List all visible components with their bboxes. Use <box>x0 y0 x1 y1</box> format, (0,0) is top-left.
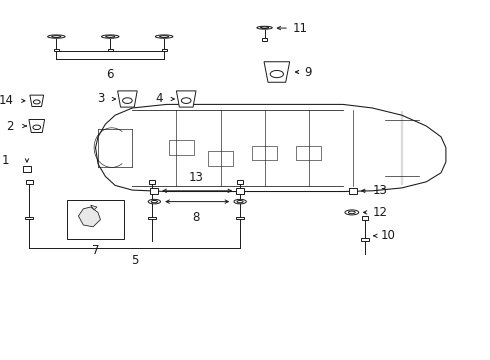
Polygon shape <box>91 205 97 210</box>
Polygon shape <box>176 91 196 107</box>
Bar <box>149 180 155 184</box>
Ellipse shape <box>348 211 355 213</box>
Bar <box>237 180 243 184</box>
Bar <box>68 200 123 239</box>
Ellipse shape <box>101 35 119 38</box>
Bar <box>362 216 368 220</box>
Bar <box>169 140 194 155</box>
Ellipse shape <box>155 35 173 38</box>
Bar <box>361 238 369 241</box>
Bar <box>236 188 244 194</box>
Polygon shape <box>264 62 290 82</box>
Bar <box>263 39 267 41</box>
Text: 3: 3 <box>97 93 104 105</box>
Text: 10: 10 <box>381 229 395 242</box>
Ellipse shape <box>33 100 40 104</box>
Bar <box>236 217 244 219</box>
Ellipse shape <box>237 201 243 203</box>
Text: 4: 4 <box>156 93 163 105</box>
Text: 11: 11 <box>293 22 308 35</box>
Bar <box>252 146 277 160</box>
Bar <box>108 49 113 51</box>
Bar <box>148 217 156 219</box>
Ellipse shape <box>181 98 191 103</box>
Bar <box>349 188 357 194</box>
Bar <box>23 166 31 172</box>
Polygon shape <box>30 95 44 107</box>
Text: 1: 1 <box>1 154 9 167</box>
Ellipse shape <box>122 98 132 103</box>
Text: 14: 14 <box>0 94 14 107</box>
Bar <box>26 180 32 184</box>
Text: 7: 7 <box>92 244 99 257</box>
Ellipse shape <box>160 36 169 37</box>
Polygon shape <box>118 91 137 107</box>
Text: 13: 13 <box>372 184 387 197</box>
Ellipse shape <box>33 125 41 130</box>
Ellipse shape <box>345 210 359 215</box>
Ellipse shape <box>261 27 269 28</box>
Text: 5: 5 <box>131 254 139 267</box>
Ellipse shape <box>270 71 284 78</box>
Ellipse shape <box>106 36 115 37</box>
Text: 6: 6 <box>106 68 114 81</box>
Ellipse shape <box>52 36 61 37</box>
Polygon shape <box>78 207 100 227</box>
Polygon shape <box>29 120 45 132</box>
Ellipse shape <box>148 199 161 204</box>
Bar <box>54 49 59 51</box>
Ellipse shape <box>257 26 272 29</box>
Text: 13: 13 <box>189 171 203 184</box>
Text: 9: 9 <box>304 66 311 78</box>
Text: 12: 12 <box>372 206 388 219</box>
Text: 2: 2 <box>6 120 14 132</box>
Bar <box>208 151 233 166</box>
Bar <box>25 217 33 219</box>
Ellipse shape <box>48 35 65 38</box>
Ellipse shape <box>151 201 157 203</box>
Bar <box>162 49 167 51</box>
Text: 8: 8 <box>192 211 200 224</box>
Ellipse shape <box>234 199 246 204</box>
Bar <box>296 146 321 160</box>
Bar <box>150 188 158 194</box>
